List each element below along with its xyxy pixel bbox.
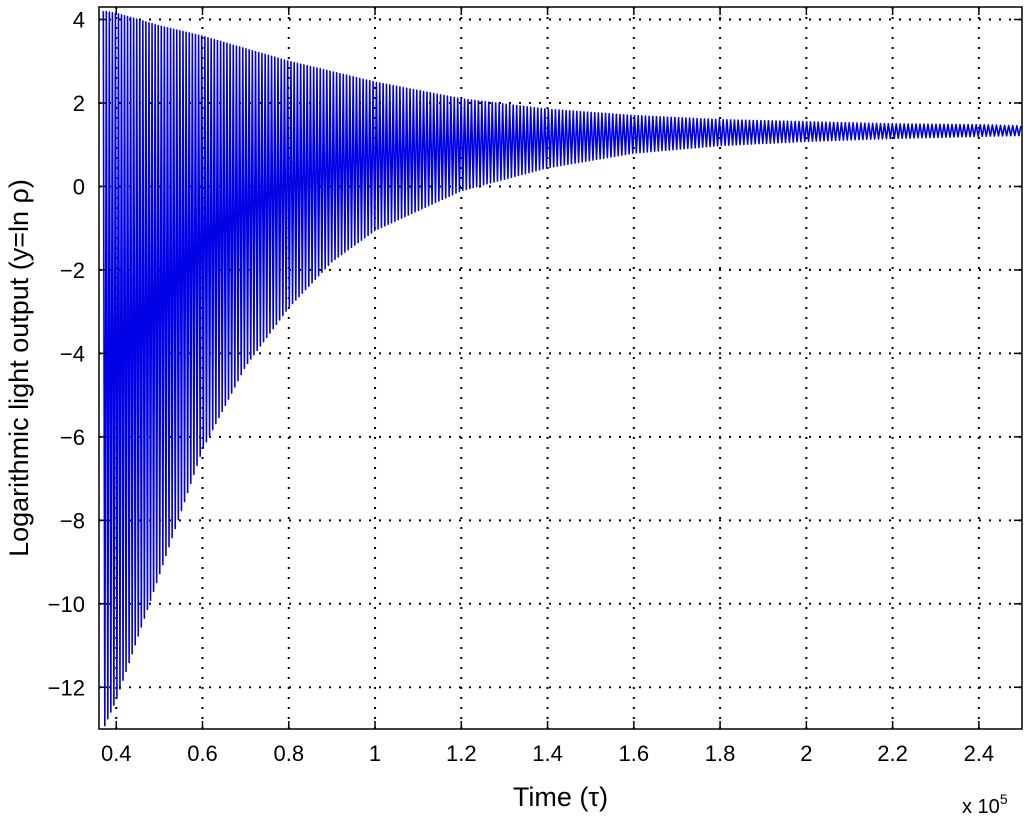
y-tick-label: −2	[60, 258, 85, 283]
y-tick-label: 0	[73, 174, 85, 199]
x-tick-label: 0.8	[273, 741, 304, 766]
x-tick-label: 2.2	[877, 741, 908, 766]
y-tick-label: −4	[60, 341, 85, 366]
x-tick-label: 1.6	[619, 741, 650, 766]
x-axis-multiplier: x 105	[962, 791, 1008, 818]
y-tick-label: −8	[60, 508, 85, 533]
plot-area	[102, 10, 1022, 727]
y-tick-label: −10	[48, 592, 85, 617]
x-tick-label: 1	[369, 741, 381, 766]
y-tick-label: −12	[48, 675, 85, 700]
series-line	[102, 10, 1022, 727]
y-tick-label: 2	[73, 91, 85, 116]
x-axis-multiplier-exponent: 5	[1000, 791, 1008, 807]
x-axis-label: Time (τ)	[513, 782, 608, 812]
y-tick-label: 4	[73, 8, 85, 33]
y-tick-label: −6	[60, 425, 85, 450]
y-axis-label: Logarithmic light output (y=ln ρ)	[4, 179, 34, 557]
x-tick-label: 2.4	[964, 741, 995, 766]
x-tick-label: 1.4	[532, 741, 563, 766]
x-tick-label: 2	[800, 741, 812, 766]
ticks: 0.4 0.6 0.8 1 1.2 1.4 1.6 1.8 2 2.2 2.4 4 2 0 −2 −4 −6 −8…	[48, 7, 1022, 766]
x-tick-label: 1.2	[446, 741, 477, 766]
x-tick-label: 0.6	[187, 741, 218, 766]
axes-frame	[98, 6, 1023, 730]
x-tick-label: 0.4	[101, 741, 132, 766]
x-axis-multiplier-base: x 10	[962, 796, 1000, 818]
x-tick-label: 1.8	[705, 741, 736, 766]
